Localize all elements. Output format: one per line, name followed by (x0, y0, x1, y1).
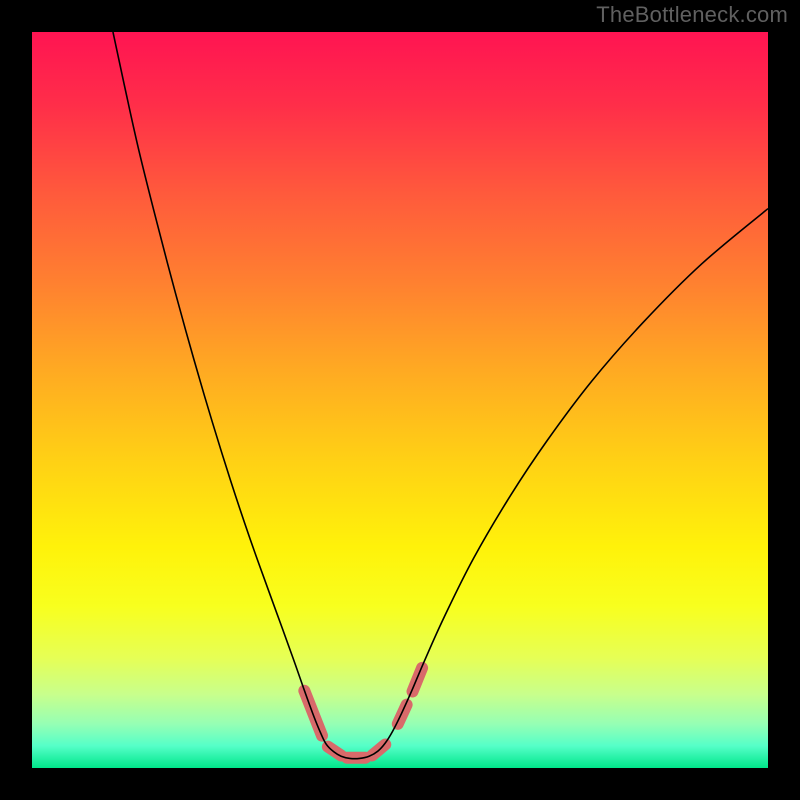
plot-background (32, 32, 768, 768)
watermark-text: TheBottleneck.com (596, 2, 788, 28)
chart-svg (0, 0, 800, 800)
highlight-segment (398, 705, 407, 724)
bottleneck-chart: TheBottleneck.com (0, 0, 800, 800)
